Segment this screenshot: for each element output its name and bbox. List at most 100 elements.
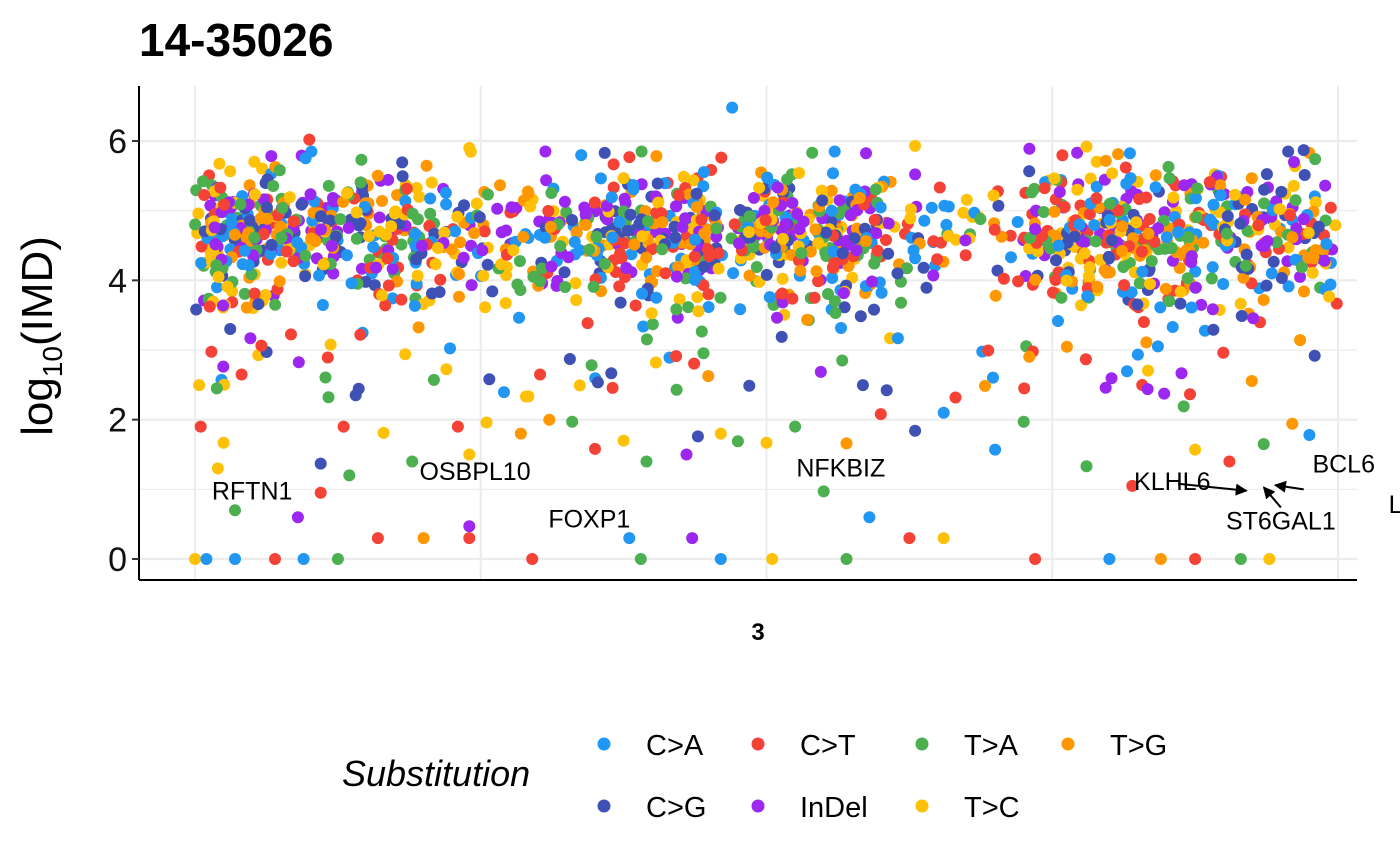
data-point: [619, 237, 631, 250]
data-point: [920, 281, 933, 294]
data-point: [314, 457, 327, 470]
data-point: [697, 347, 710, 360]
data-point: [874, 201, 887, 214]
data-point: [463, 448, 476, 461]
data-point: [1174, 297, 1187, 310]
data-point: [480, 416, 493, 429]
data-point: [545, 187, 558, 199]
data-point: [208, 221, 221, 234]
data-point: [791, 208, 804, 220]
data-point: [1140, 191, 1153, 204]
data-point: [692, 305, 705, 318]
data-point: [395, 293, 408, 306]
data-point: [651, 177, 664, 190]
data-point: [451, 420, 464, 433]
data-point: [424, 207, 437, 220]
data-point: [869, 183, 882, 196]
data-point: [439, 186, 452, 199]
data-point: [1287, 179, 1300, 192]
data-point: [400, 182, 413, 195]
data-point: [710, 222, 723, 235]
data-point: [1121, 365, 1133, 378]
data-point: [325, 239, 338, 252]
data-point: [575, 149, 588, 162]
data-point: [382, 279, 395, 292]
data-point: [1162, 160, 1175, 173]
data-point: [850, 244, 863, 257]
data-point: [470, 197, 483, 210]
data-point: [859, 235, 872, 248]
data-point: [217, 436, 230, 449]
data-point: [1190, 211, 1203, 224]
data-point: [617, 172, 630, 185]
data-point: [646, 318, 659, 331]
data-point: [810, 265, 823, 278]
data-point: [833, 194, 846, 207]
data-point: [670, 350, 683, 363]
data-point: [743, 269, 756, 282]
data-point: [463, 532, 476, 545]
data-point: [535, 262, 548, 275]
data-point: [1080, 140, 1093, 153]
data-point: [925, 201, 938, 214]
data-point: [371, 169, 384, 182]
data-point: [534, 368, 547, 381]
y-ticks: 0 2 4 6: [108, 123, 139, 579]
data-point: [1103, 553, 1116, 565]
data-point: [1257, 294, 1270, 306]
data-point: [979, 379, 991, 392]
data-point: [267, 180, 280, 192]
data-point: [702, 370, 715, 383]
data-point: [255, 339, 268, 352]
data-point: [558, 266, 571, 279]
data-point: [731, 435, 744, 448]
data-point: [305, 232, 318, 245]
data-point: [997, 272, 1010, 285]
data-point: [1189, 443, 1202, 456]
data-point: [649, 356, 662, 369]
data-point: [409, 228, 422, 241]
data-point: [1154, 553, 1167, 565]
data-point: [1116, 220, 1129, 233]
data-points: [189, 101, 1343, 565]
legend-label: C>T: [800, 730, 856, 762]
data-point: [636, 287, 648, 300]
data-point: [329, 230, 342, 243]
data-point: [880, 234, 892, 246]
data-point: [190, 303, 203, 316]
data-point: [672, 260, 685, 273]
data-point: [815, 184, 828, 197]
data-point: [236, 258, 249, 271]
data-point: [1137, 316, 1150, 328]
data-point: [1078, 247, 1091, 260]
data-point: [836, 247, 849, 260]
data-point: [291, 511, 304, 524]
data-point: [189, 218, 202, 231]
legend-key: [1061, 737, 1075, 751]
data-point: [1217, 346, 1230, 359]
data-point: [545, 260, 558, 273]
data-point: [827, 245, 840, 258]
data-point: [343, 469, 356, 482]
data-point: [269, 298, 282, 311]
y-axis-label-base: log: [13, 377, 62, 436]
data-point: [273, 164, 286, 177]
data-point: [645, 307, 658, 320]
data-point: [1142, 227, 1155, 240]
legend-label: C>G: [646, 792, 706, 824]
grid: [139, 86, 1357, 580]
data-point: [959, 234, 972, 247]
data-point: [1136, 265, 1149, 278]
data-point: [568, 236, 581, 248]
data-point: [210, 382, 223, 395]
data-point: [1275, 272, 1288, 284]
data-point: [1270, 236, 1283, 249]
data-point: [440, 198, 453, 211]
data-point: [687, 174, 700, 187]
data-point: [412, 321, 425, 334]
data-point: [1189, 192, 1202, 205]
y-tick-label: 0: [108, 541, 127, 579]
data-point: [581, 317, 594, 330]
data-point: [1298, 169, 1311, 181]
data-point: [734, 204, 746, 216]
